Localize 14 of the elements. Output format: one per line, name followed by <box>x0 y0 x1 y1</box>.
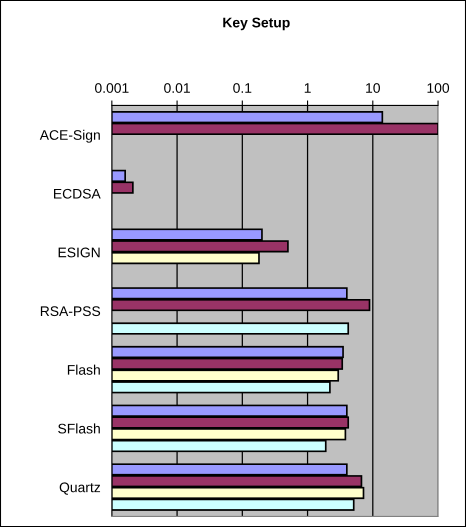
y-tick-label: ESIGN <box>58 248 100 258</box>
y-tick-label: Quartz <box>60 482 100 495</box>
y-tick-label: ECDSA <box>54 188 101 199</box>
x-tick-label: 0.01 <box>164 83 190 93</box>
y-tick-label: ACE-Sign <box>40 130 100 143</box>
x-tick-label: 100 <box>428 83 450 93</box>
y-tick-label: Flash <box>68 364 100 375</box>
x-tick-label: 10 <box>366 83 380 93</box>
x-tick-label: 0.1 <box>233 83 252 93</box>
y-tick-label: RSA-PSS <box>40 306 100 316</box>
chart-title: Key Setup <box>223 18 290 30</box>
x-tick-label: 1 <box>304 83 311 93</box>
x-tick-label: 0.001 <box>95 83 129 93</box>
y-tick-label: SFlash <box>58 423 100 434</box>
